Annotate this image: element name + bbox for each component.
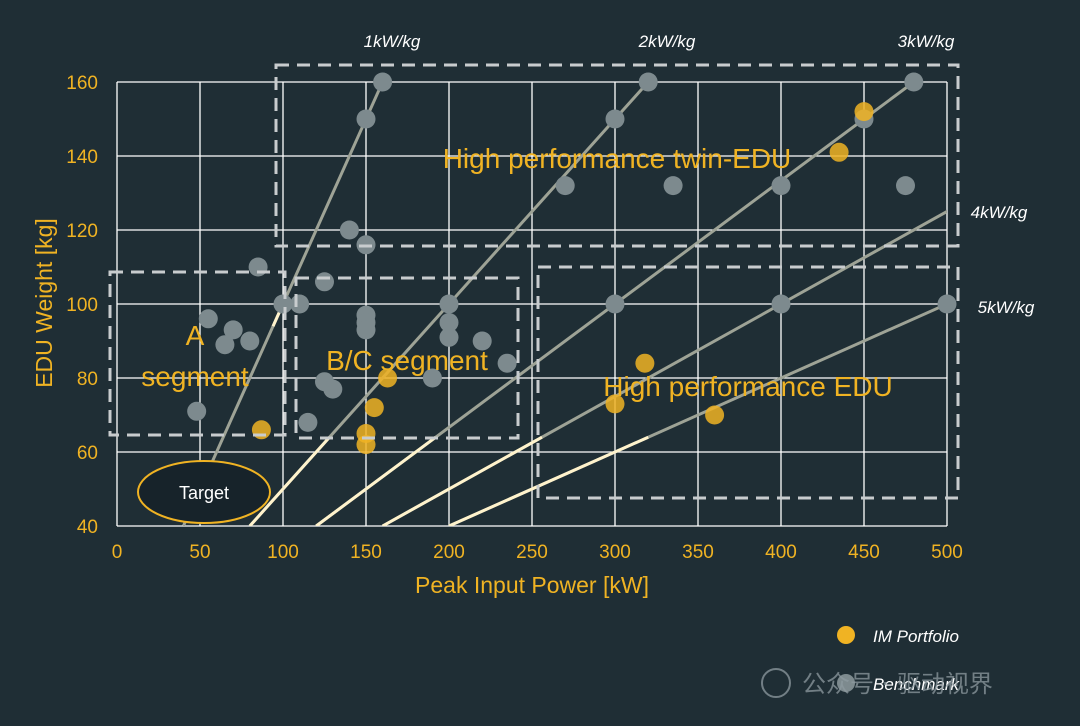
benchmark-point [497, 353, 517, 373]
benchmark-point [771, 176, 791, 196]
y-axis-label: EDU Weight [kg] [31, 218, 57, 388]
benchmark-point [315, 272, 334, 292]
legend-benchmark-label: Benchmark [873, 675, 960, 694]
x-tick-label: 300 [599, 542, 631, 563]
benchmark-point [422, 368, 442, 388]
benchmark-point [937, 294, 957, 314]
ratio-label-2kw: 2kW/kg [638, 32, 696, 51]
benchmark-point [896, 176, 915, 196]
wechat-icon [761, 668, 791, 698]
benchmark-point [339, 220, 359, 240]
segment-regions: A segment B/C segment High performance t… [108, 63, 960, 500]
benchmark-point [904, 72, 924, 92]
benchmark-point [248, 257, 268, 277]
benchmark-point [638, 72, 658, 92]
y-tick-label: 140 [66, 147, 98, 168]
benchmark-point [605, 109, 625, 129]
watermark-text: 公众号 · 驱动视界 [802, 670, 993, 698]
watermark: 公众号 · 驱动视界 [761, 668, 993, 698]
benchmark-point [198, 309, 218, 329]
target-label: Target [179, 483, 229, 503]
target-marker: Target [137, 460, 271, 524]
benchmark-point [187, 401, 207, 421]
x-tick-label: 150 [350, 542, 382, 563]
legend: IM Portfolio Benchmark [837, 626, 960, 694]
ratio-line-highlight [315, 435, 437, 526]
x-axis-ticks: 0 50 100 150 200 250 300 350 400 450 500 [112, 542, 963, 563]
ratio-line-highlight [448, 435, 649, 526]
x-tick-label: 350 [682, 542, 714, 563]
legend-im-portfolio-marker [837, 626, 855, 644]
legend-benchmark-marker [837, 674, 855, 692]
region-a-label-line1: A [186, 320, 205, 351]
benchmark-point [298, 412, 318, 432]
benchmark-point [223, 320, 243, 340]
ratio-label-4kw: 4kW/kg [971, 203, 1028, 222]
ratio-label-3kw: 3kW/kg [898, 32, 955, 51]
benchmark-point [356, 320, 376, 340]
x-tick-label: 100 [267, 542, 299, 563]
x-axis-label: Peak Input Power [kW] [415, 572, 649, 598]
benchmark-point [240, 331, 260, 351]
ratio-label-1kw: 1kW/kg [364, 32, 421, 51]
region-a-label-line2: segment [141, 361, 249, 392]
im-portfolio-point [605, 394, 625, 414]
benchmark-point [439, 313, 459, 332]
region-hp-edu-box [536, 265, 960, 500]
ratio-line-highlight [381, 435, 543, 526]
im-portfolio-point [829, 142, 849, 162]
benchmark-point [555, 176, 575, 196]
y-tick-label: 100 [66, 295, 98, 316]
region-bc-label: B/C segment [326, 345, 488, 376]
im-portfolio-point [854, 102, 874, 122]
x-tick-label: 500 [931, 542, 963, 563]
x-tick-label: 200 [433, 542, 465, 563]
benchmark-point [663, 176, 683, 196]
legend-im-portfolio-label: IM Portfolio [873, 627, 959, 646]
benchmark-point [439, 327, 459, 347]
region-hp-edu-label: High performance EDU [603, 371, 892, 402]
im-portfolio-point [378, 368, 398, 388]
im-portfolio-point [364, 398, 384, 418]
x-tick-label: 450 [848, 542, 880, 563]
x-tick-label: 250 [516, 542, 548, 563]
benchmark-point [215, 335, 235, 355]
x-tick-label: 400 [765, 542, 797, 563]
y-tick-label: 80 [77, 369, 98, 390]
x-tick-label: 50 [189, 542, 210, 563]
target-ellipse [137, 460, 271, 524]
benchmark-point [373, 72, 393, 92]
benchmark-point [472, 331, 492, 351]
im-portfolio-point [635, 353, 655, 373]
im-portfolio-point [705, 405, 725, 425]
region-twin-edu-box [274, 63, 960, 248]
y-tick-label: 40 [77, 517, 98, 538]
y-axis-ticks: 40 60 80 100 120 140 160 [66, 73, 98, 538]
y-tick-label: 60 [77, 443, 98, 464]
benchmark-point [323, 379, 343, 399]
ratio-label-5kw: 5kW/kg [978, 298, 1035, 317]
region-bc-segment-box [294, 276, 520, 440]
ratio-labels: 1kW/kg 2kW/kg 3kW/kg 4kW/kg 5kW/kg [364, 32, 1035, 317]
region-a-segment-box [108, 270, 287, 437]
region-twin-edu-label: High performance twin-EDU [443, 143, 792, 174]
benchmark-point [273, 294, 293, 314]
benchmark-point [439, 294, 459, 314]
im-portfolio-point [356, 424, 376, 443]
benchmark-point [290, 294, 310, 314]
y-tick-label: 120 [66, 221, 98, 242]
benchmark-point [605, 294, 625, 314]
x-tick-label: 0 [112, 542, 123, 563]
y-tick-label: 160 [66, 73, 98, 94]
ratio-line-highlight [248, 436, 331, 526]
benchmark-point [771, 294, 791, 314]
benchmark-point [356, 109, 376, 129]
